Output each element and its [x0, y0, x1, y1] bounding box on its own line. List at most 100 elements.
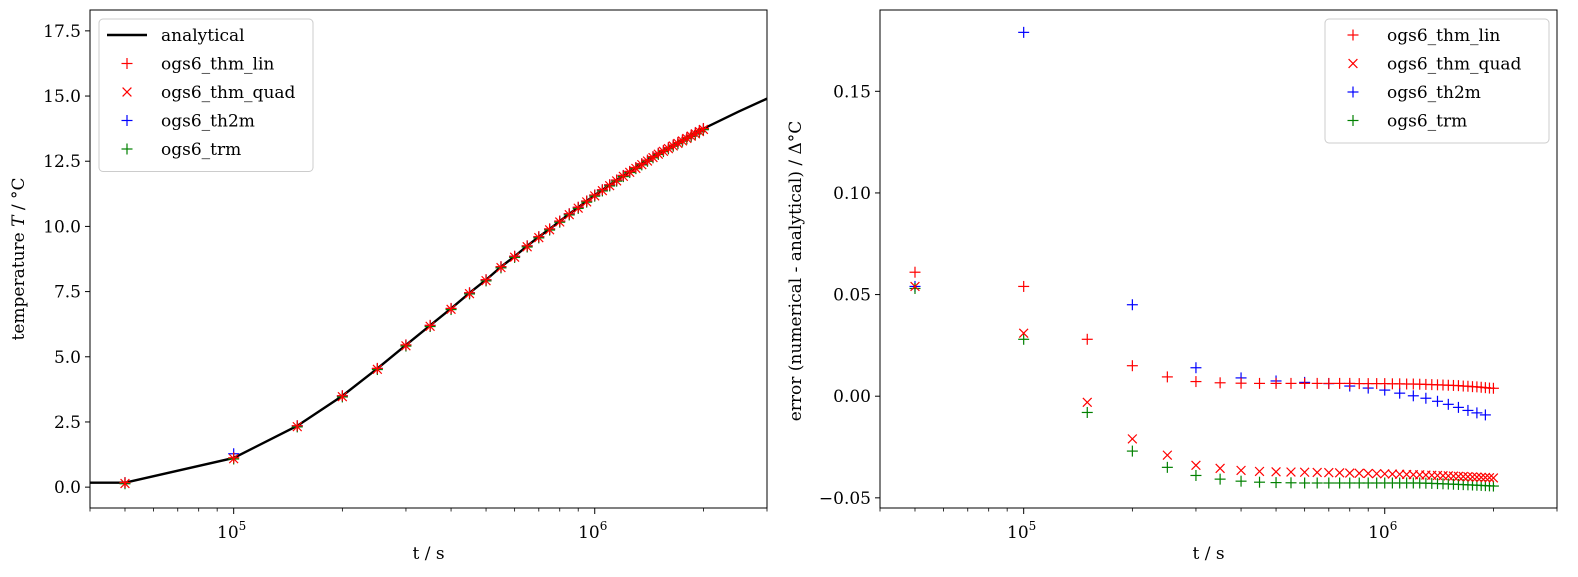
temperature-axis-ticks: 0.0 2.5 5.0 7.5 10.0 12.5 15.0 17.5 105 106 [43, 22, 768, 543]
error-xtick-label: 105 [1007, 519, 1036, 543]
point-ogs6-th2m [1479, 409, 1491, 421]
legend-handle-ogs6-thm-lin [121, 58, 133, 69]
legend-handle-ogs6-thm-quad [122, 87, 132, 97]
series-ogs6-thm-lin [119, 122, 709, 489]
point-ogs6-thm-quad [1371, 468, 1382, 479]
point-ogs6-trm [1254, 476, 1266, 488]
point-ogs6-thm-lin [424, 319, 436, 331]
point-ogs6-th2m [1018, 26, 1030, 38]
legend-label-ogs6-thm-quad: ogs6_thm_quad [1387, 55, 1522, 75]
point-ogs6-thm-lin [662, 142, 674, 154]
point-ogs6-thm-lin [119, 477, 131, 489]
point-ogs6-thm-lin [1018, 280, 1030, 292]
point-ogs6-thm-quad [1467, 472, 1478, 482]
point-ogs6-thm-lin [1311, 377, 1323, 389]
error-ytick-label: 0.00 [833, 387, 871, 407]
point-ogs6-thm-lin [336, 390, 348, 402]
point-ogs6-thm-lin [676, 134, 688, 146]
point-ogs6-thm-lin [667, 139, 679, 151]
point-ogs6-thm-lin [1190, 376, 1202, 388]
point-ogs6-thm-lin [521, 240, 533, 252]
point-ogs6-thm-quad [1472, 472, 1482, 482]
error-x-axis-label: t / s [1192, 544, 1224, 564]
point-ogs6-thm-lin [1214, 377, 1226, 389]
point-ogs6-thm-lin [228, 452, 240, 464]
point-ogs6-trm [1235, 475, 1247, 487]
point-ogs6-thm-lin [672, 136, 684, 148]
point-ogs6-thm-quad [1286, 467, 1296, 477]
point-ogs6-thm-lin [1081, 333, 1093, 345]
temperature-y-axis-label: temperature T / °C [9, 178, 29, 341]
point-ogs6-thm-lin [445, 302, 457, 314]
point-ogs6-thm-quad [1127, 434, 1138, 444]
temperature-legend: analytical ogs6_thm_lin ogs6_thm_quad ogs6_… [98, 18, 314, 172]
point-ogs6-thm-lin [1235, 377, 1247, 389]
point-ogs6-thm-quad [1018, 328, 1029, 339]
temperature-ytick-label: 12.5 [43, 152, 81, 172]
error-ytick-label: 0.15 [833, 82, 871, 102]
legend-label-ogs6-th2m: ogs6_th2m [161, 112, 255, 132]
point-ogs6-trm [1323, 477, 1335, 489]
legend-handle-ogs6-trm [1347, 115, 1359, 126]
point-ogs6-thm-quad [1488, 473, 1499, 483]
legend-label-ogs6-thm-quad: ogs6_thm_quad [161, 83, 296, 103]
point-ogs6-thm-lin [1270, 377, 1282, 389]
point-ogs6-thm-quad [1379, 469, 1390, 479]
legend-label-analytical: analytical [161, 26, 245, 46]
point-ogs6-thm-lin [1285, 377, 1297, 389]
point-ogs6-thm-lin [1126, 360, 1138, 372]
point-ogs6-th2m [1462, 404, 1474, 416]
series-ogs6-trm [909, 282, 1499, 492]
point-ogs6-thm-quad [1480, 472, 1491, 483]
point-ogs6-thm-quad [1236, 465, 1246, 476]
point-ogs6-thm-quad [1354, 468, 1365, 479]
point-ogs6-thm-lin [533, 231, 545, 243]
point-ogs6-thm-lin [1254, 377, 1266, 389]
point-ogs6-thm-lin [480, 274, 492, 286]
point-ogs6-thm-quad [1215, 463, 1225, 474]
point-ogs6-thm-quad [1334, 468, 1345, 478]
point-ogs6-th2m [1420, 392, 1432, 404]
point-ogs6-th2m [1407, 390, 1419, 402]
temperature-ytick-label: 17.5 [43, 22, 81, 42]
error-marks [909, 26, 1499, 492]
point-ogs6-thm-lin [636, 158, 648, 170]
series-ogs6-thm-lin [909, 266, 1499, 394]
point-ogs6-thm-lin [400, 339, 412, 351]
point-ogs6-trm [909, 282, 921, 294]
point-ogs6-thm-quad [1082, 397, 1093, 408]
error-ytick-label: 0.10 [833, 184, 871, 204]
point-ogs6-th2m [1431, 395, 1443, 407]
temperature-ytick-label: 15.0 [43, 87, 81, 107]
temperature-ytick-label: 10.0 [43, 217, 81, 237]
point-ogs6-thm-lin [1161, 371, 1173, 383]
point-ogs6-thm-lin [581, 195, 593, 207]
point-ogs6-th2m [1126, 299, 1138, 311]
point-ogs6-thm-lin [657, 144, 669, 156]
point-ogs6-thm-quad [1476, 472, 1487, 483]
point-ogs6-trm [1270, 477, 1282, 489]
legend-frame [98, 18, 314, 172]
point-ogs6-th2m [1190, 362, 1202, 374]
legend-handle-ogs6-th2m [1347, 86, 1359, 98]
temperature-chart: 0.0 2.5 5.0 7.5 10.0 12.5 15.0 17.5 105 106 t / s… [9, 9, 768, 564]
temperature-ytick-label: 7.5 [54, 283, 81, 303]
point-ogs6-trm [1344, 477, 1356, 489]
temperature-marks [90, 97, 767, 490]
point-ogs6-trm [1299, 477, 1311, 489]
point-ogs6-trm [1161, 461, 1173, 473]
point-ogs6-thm-lin [909, 266, 921, 278]
error-xtick-label: 106 [1368, 519, 1397, 543]
point-ogs6-trm [1018, 333, 1030, 345]
point-ogs6-thm-lin [681, 132, 693, 144]
point-ogs6-thm-lin [291, 420, 303, 432]
point-ogs6-trm [1334, 477, 1346, 489]
point-ogs6-thm-lin [652, 147, 664, 159]
error-ytick-label: 0.05 [833, 286, 871, 306]
point-ogs6-thm-lin [495, 261, 507, 273]
point-ogs6-trm [1126, 445, 1138, 457]
legend-handle-ogs6-trm [121, 143, 133, 155]
point-ogs6-trm [1190, 469, 1202, 481]
point-ogs6-thm-quad [1271, 466, 1281, 477]
